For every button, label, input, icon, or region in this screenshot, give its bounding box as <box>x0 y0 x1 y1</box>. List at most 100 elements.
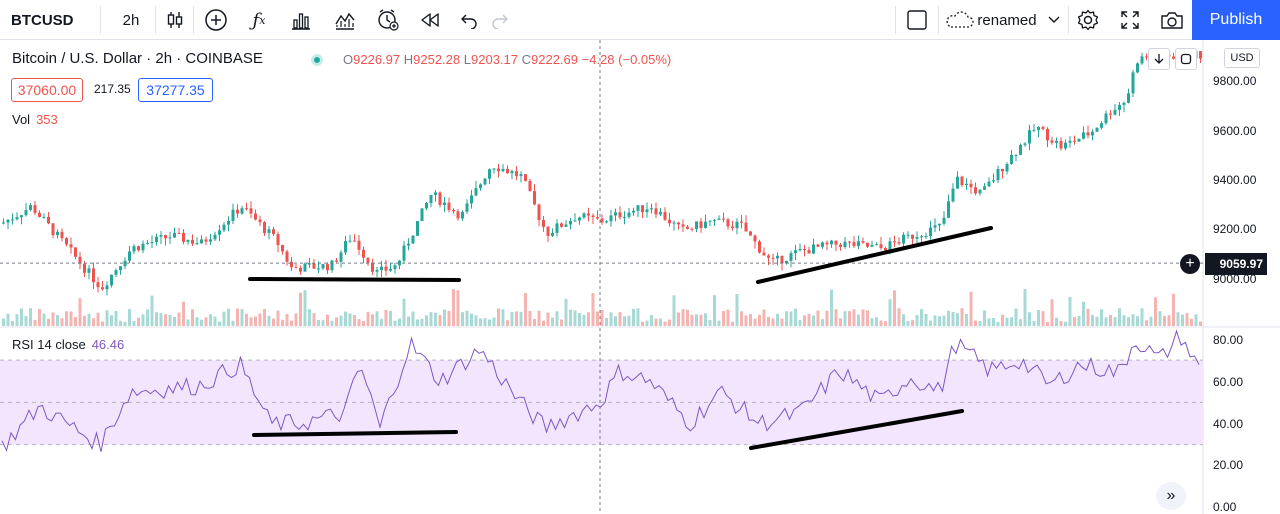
volume-bar <box>1041 311 1045 326</box>
symbol-search-button[interactable]: BTCUSD <box>11 11 74 29</box>
candle-body <box>708 220 712 222</box>
candle-body <box>443 202 446 205</box>
candle-body <box>902 234 905 244</box>
volume-bar <box>596 311 599 326</box>
crosshair-add-icon[interactable]: + <box>1180 254 1200 274</box>
candle-body <box>1077 138 1081 142</box>
candle-body <box>263 222 266 234</box>
sell-price-button[interactable]: 37060.00 <box>11 78 83 102</box>
candle-body <box>1145 56 1148 58</box>
volume-bar <box>15 314 19 326</box>
candle-body <box>1068 140 1072 143</box>
candle-body <box>587 213 590 216</box>
volume-bar <box>1176 312 1180 326</box>
candle-body <box>573 220 577 222</box>
volume-bar <box>1023 288 1027 326</box>
volume-bar <box>1163 315 1166 326</box>
candle-body <box>1127 93 1130 103</box>
candle-body <box>56 231 59 236</box>
volume-bar <box>1118 308 1121 326</box>
candle-body <box>339 252 343 262</box>
scroll-to-realtime-icon[interactable]: » <box>1156 482 1186 510</box>
candle-body <box>690 228 694 230</box>
candle-body <box>875 244 878 246</box>
layout-name[interactable]: renamed <box>977 11 1037 29</box>
candle-body <box>326 264 329 271</box>
candle-body <box>1064 142 1067 149</box>
candle-body <box>861 241 865 243</box>
add-indicator-icon[interactable] <box>200 0 232 40</box>
volume-bar <box>663 321 667 326</box>
volume-bar <box>20 308 23 326</box>
candle-body <box>533 191 536 205</box>
interval-button[interactable]: 2h <box>122 11 140 29</box>
volume-bar <box>375 311 379 326</box>
candle-body <box>375 270 379 272</box>
volume-bar <box>825 310 829 326</box>
candle-body <box>110 274 113 286</box>
bar-chart-icon[interactable] <box>285 0 317 40</box>
layout-square-icon[interactable] <box>900 0 934 40</box>
volume-bar <box>393 320 397 326</box>
candle-body <box>524 174 527 181</box>
candle-body <box>218 230 221 235</box>
candle-body <box>1100 123 1103 128</box>
candle-body <box>654 208 658 215</box>
chevron-down-icon[interactable] <box>1044 0 1064 40</box>
volume-bar <box>879 320 883 326</box>
volume-bar <box>560 319 563 326</box>
volume-bar <box>933 315 937 326</box>
candle-body <box>897 242 901 244</box>
rsi-trendline-rising <box>749 409 964 450</box>
fullscreen-icon[interactable] <box>1114 0 1146 40</box>
volume-bar <box>231 320 235 326</box>
volume-bar <box>1050 299 1054 326</box>
candle-body <box>582 213 586 218</box>
candle-body <box>528 180 532 192</box>
buy-price-button[interactable]: 37277.35 <box>138 78 213 102</box>
restore-icon[interactable] <box>1175 48 1197 70</box>
candle-body <box>920 236 923 238</box>
volume-bar <box>848 311 851 326</box>
alert-icon[interactable] <box>372 0 404 40</box>
redo-icon[interactable] <box>486 0 516 40</box>
undo-icon[interactable] <box>453 0 483 40</box>
volume-bar <box>771 318 775 326</box>
volume-bar <box>227 308 230 326</box>
candle-body <box>411 235 415 244</box>
candle-body <box>888 241 892 251</box>
volume-bar <box>524 293 527 326</box>
volume-bar <box>1109 314 1112 326</box>
volume-bar <box>29 308 32 326</box>
candle-body <box>713 219 716 221</box>
candle-body <box>564 224 568 227</box>
camera-icon[interactable] <box>1155 0 1189 40</box>
chart-canvas[interactable] <box>0 40 1280 514</box>
candle-body <box>87 268 91 273</box>
candle-body <box>366 257 370 263</box>
volume-bar <box>447 310 451 326</box>
volume-bar <box>600 309 604 326</box>
volume-bar <box>299 292 302 326</box>
volume-bar <box>704 313 707 326</box>
volume-bar <box>780 318 784 326</box>
candle-body <box>978 189 982 194</box>
volume-bar <box>834 309 838 326</box>
candle-body <box>821 242 824 247</box>
cloud-icon[interactable] <box>944 0 974 40</box>
currency-button[interactable]: USD <box>1224 48 1260 68</box>
settings-icon[interactable] <box>1072 0 1104 40</box>
candle-body <box>605 221 608 223</box>
candles-icon[interactable] <box>160 0 190 40</box>
compare-icon[interactable] <box>329 0 361 40</box>
candle-body <box>807 249 811 254</box>
candle-body <box>618 212 622 218</box>
candle-body <box>182 232 185 242</box>
candle-body <box>146 243 149 245</box>
candle-body <box>1086 132 1090 136</box>
scale-down-arrow-icon[interactable] <box>1148 48 1170 70</box>
publish-button[interactable]: Publish <box>1192 0 1280 40</box>
volume-bar <box>33 319 37 326</box>
replay-icon[interactable] <box>414 0 446 40</box>
